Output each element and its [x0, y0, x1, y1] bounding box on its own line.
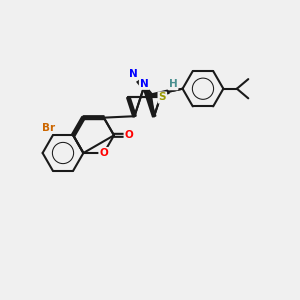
Text: N: N — [140, 79, 149, 89]
Text: O: O — [99, 148, 108, 158]
Text: Br: Br — [42, 122, 55, 133]
Text: H: H — [169, 79, 177, 89]
Text: O: O — [124, 130, 134, 140]
Text: S: S — [159, 92, 166, 103]
Text: N: N — [129, 69, 138, 80]
